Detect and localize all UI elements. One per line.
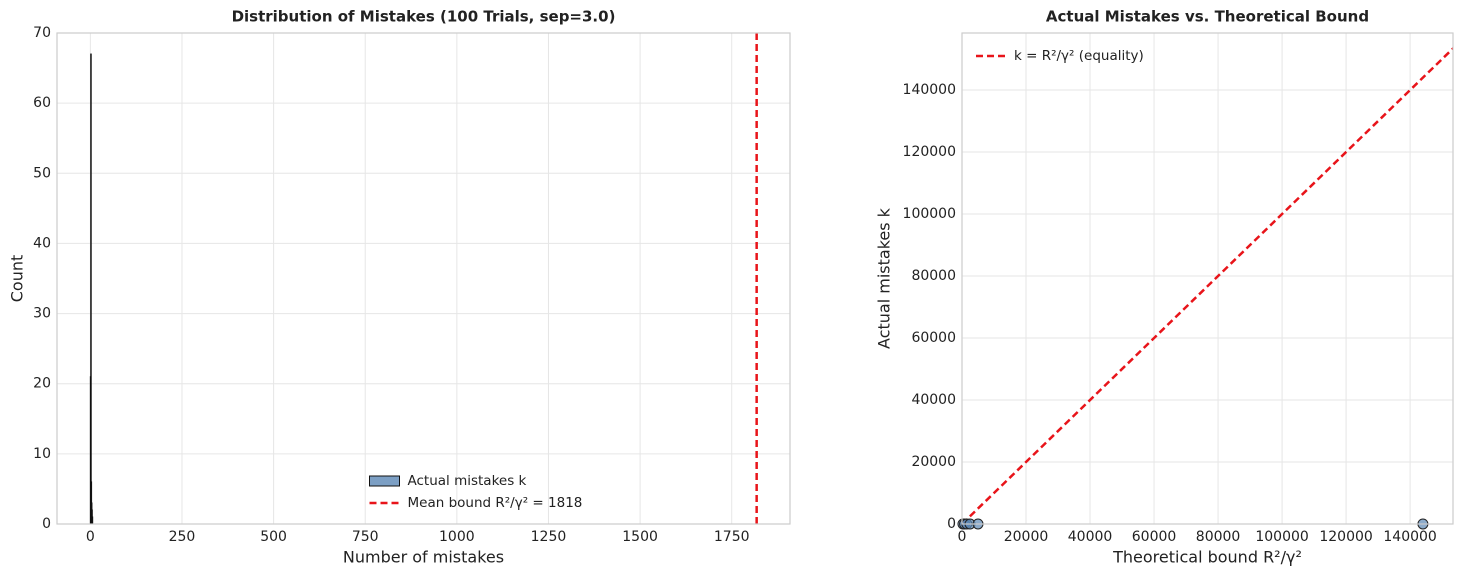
x-tick-label: 100000 xyxy=(1255,529,1308,545)
y-tick-label: 0 xyxy=(947,516,956,532)
y-tick-label: 120000 xyxy=(903,144,956,160)
x-tick-label: 250 xyxy=(169,529,196,545)
y-tick-label: 30 xyxy=(33,306,51,322)
x-axis-label: Number of mistakes xyxy=(343,548,504,567)
y-tick-label: 20 xyxy=(33,376,51,392)
x-tick-label: 20000 xyxy=(1004,529,1049,545)
y-tick-label: 10 xyxy=(33,446,51,462)
x-tick-label: 140000 xyxy=(1383,529,1436,545)
y-tick-label: 140000 xyxy=(903,82,956,98)
y-tick-label: 20000 xyxy=(911,454,956,470)
x-tick-label: 60000 xyxy=(1132,529,1177,545)
y-tick-label: 0 xyxy=(42,516,51,532)
y-tick-label: 50 xyxy=(33,165,51,181)
x-tick-label: 80000 xyxy=(1196,529,1241,545)
y-tick-label: 70 xyxy=(33,25,51,41)
chart-title: Distribution of Mistakes (100 Trials, se… xyxy=(232,8,616,26)
y-tick-label: 60000 xyxy=(911,330,956,346)
y-tick-label: 80000 xyxy=(911,268,956,284)
x-tick-label: 1000 xyxy=(439,529,475,545)
x-tick-label: 0 xyxy=(958,529,967,545)
x-tick-label: 500 xyxy=(260,529,287,545)
legend-label: k = R²/γ² (equality) xyxy=(1014,48,1144,64)
x-tick-label: 750 xyxy=(352,529,379,545)
chart-title: Actual Mistakes vs. Theoretical Bound xyxy=(1046,8,1369,26)
plot-area xyxy=(962,33,1453,524)
x-tick-label: 1500 xyxy=(622,529,658,545)
x-axis-label: Theoretical bound R²/γ² xyxy=(1112,548,1302,567)
histogram-bar xyxy=(90,53,92,524)
histogram-bar xyxy=(91,516,94,524)
axes-frame xyxy=(56,32,791,525)
y-tick-label: 100000 xyxy=(903,206,956,222)
x-tick-label: 1250 xyxy=(531,529,567,545)
x-tick-label: 0 xyxy=(86,529,95,545)
x-tick-label: 120000 xyxy=(1319,529,1372,545)
x-tick-label: 40000 xyxy=(1068,529,1113,545)
legend-label: Actual mistakes k xyxy=(408,473,527,489)
plot-area xyxy=(57,33,790,524)
y-tick-label: 60 xyxy=(33,95,51,111)
legend-swatch xyxy=(369,475,400,487)
y-axis-label: Actual mistakes k xyxy=(875,207,894,349)
y-tick-label: 40000 xyxy=(911,392,956,408)
axes-frame xyxy=(961,32,1454,525)
x-tick-label: 1750 xyxy=(714,529,750,545)
y-axis-label: Count xyxy=(8,255,27,303)
reference-line xyxy=(962,46,1453,524)
legend-label: Mean bound R²/γ² = 1818 xyxy=(408,495,583,511)
y-tick-label: 40 xyxy=(33,235,51,251)
